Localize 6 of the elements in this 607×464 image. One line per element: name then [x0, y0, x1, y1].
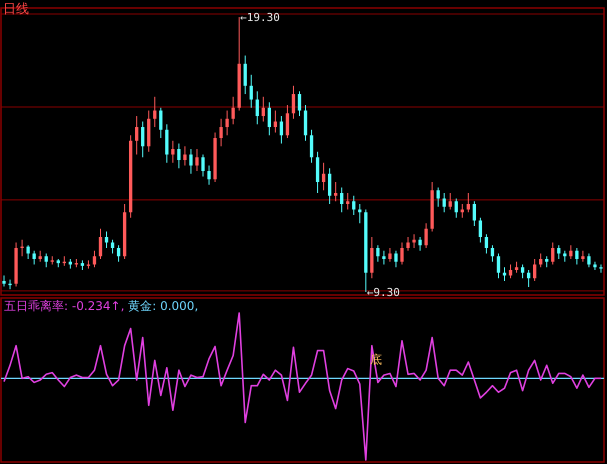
ref-line-label: 黄金: 0.000,	[128, 299, 198, 313]
annotation: ←19.30	[240, 11, 280, 24]
text: -0.234↑,	[72, 299, 128, 313]
annotation: ←9.30	[366, 286, 400, 299]
text: 五日乖离率:	[4, 299, 72, 313]
chart-title: 日线	[3, 2, 29, 17]
